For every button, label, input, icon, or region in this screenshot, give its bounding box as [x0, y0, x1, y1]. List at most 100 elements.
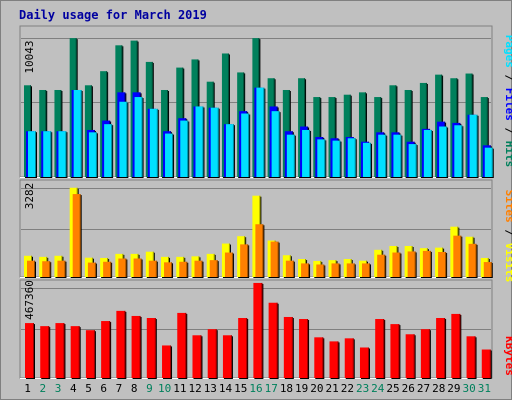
- x-label-day-13: 13: [204, 382, 217, 395]
- bar-kbytes-day-12: [192, 335, 202, 378]
- x-label-day-10: 10: [158, 382, 171, 395]
- bar-pages-day-30: [469, 114, 478, 177]
- x-label-day-29: 29: [447, 382, 460, 395]
- legend-sites-visits: Sites / Visits: [503, 190, 512, 283]
- bar-sites-day-12: [194, 260, 203, 277]
- legend-hits: Hits: [503, 141, 512, 168]
- bar-pages-day-17: [271, 111, 280, 177]
- bar-kbytes-day-13: [207, 329, 217, 378]
- bar-sites-day-11: [179, 261, 188, 277]
- bar-pages-day-5: [88, 132, 97, 177]
- x-label-day-5: 5: [85, 382, 92, 395]
- x-label-day-26: 26: [402, 382, 415, 395]
- bar-sites-day-21: [331, 263, 340, 277]
- bar-pages-day-8: [134, 97, 143, 177]
- bar-pages-day-1: [28, 131, 36, 177]
- bar-kbytes-day-1: [25, 323, 34, 378]
- bar-kbytes-day-29: [451, 313, 461, 378]
- x-label-day-2: 2: [40, 382, 47, 395]
- x-label-day-28: 28: [432, 382, 445, 395]
- bar-kbytes-day-25: [390, 324, 400, 378]
- bar-kbytes-day-28: [436, 317, 446, 378]
- bar-sites-day-31: [483, 262, 492, 277]
- x-label-day-20: 20: [310, 382, 323, 395]
- x-label-day-6: 6: [100, 382, 107, 395]
- bar-sites-day-3: [57, 260, 66, 277]
- x-label-day-17: 17: [265, 382, 278, 395]
- bar-sites-day-5: [87, 262, 96, 277]
- bar-sites-day-17: [270, 241, 279, 277]
- legend-pages-files-hits: Pages / Files / Hits: [503, 35, 512, 168]
- bar-kbytes-day-10: [162, 345, 172, 378]
- legend-sep-3: /: [503, 223, 512, 243]
- x-label-day-4: 4: [70, 382, 77, 395]
- bar-pages-day-10: [165, 133, 174, 177]
- bar-sites-day-8: [133, 258, 142, 277]
- bar-sites-day-10: [164, 262, 173, 277]
- bar-sites-day-24: [377, 254, 386, 277]
- legend-sep-2: /: [503, 121, 512, 141]
- bar-hits-day-1: [24, 85, 31, 177]
- x-label-day-9: 9: [146, 382, 153, 395]
- bar-sites-day-18: [285, 260, 294, 277]
- kbytes-ymax-label: 467360: [23, 280, 36, 320]
- x-label-day-11: 11: [173, 382, 186, 395]
- x-label-day-18: 18: [280, 382, 293, 395]
- bar-hits-day-23: [358, 92, 366, 177]
- bar-sites-day-2: [42, 261, 51, 277]
- bar-kbytes-day-11: [177, 312, 187, 378]
- bar-sites-day-6: [103, 261, 112, 277]
- bar-hits-day-21: [328, 97, 336, 177]
- x-label-day-27: 27: [417, 382, 430, 395]
- legend-sep-1: /: [503, 68, 512, 88]
- bar-kbytes-day-20: [314, 337, 324, 378]
- chart-bars: [24, 38, 494, 379]
- x-axis-day-labels: 1 2 3 4 5 6 7 8 9 10 11 12 13 14 15 16 17 18 19 20 21 22 23 24 2…: [24, 382, 491, 395]
- bar-pages-day-4: [73, 89, 82, 177]
- bar-pages-day-3: [58, 131, 67, 177]
- bar-kbytes-day-16: [253, 282, 263, 378]
- bar-pages-day-14: [225, 124, 234, 177]
- x-label-day-25: 25: [386, 382, 399, 395]
- bar-pages-day-21: [332, 140, 341, 177]
- bar-kbytes-day-27: [420, 329, 430, 378]
- bar-kbytes-day-3: [55, 323, 65, 378]
- bar-sites-day-27: [422, 250, 431, 277]
- bar-pages-day-19: [302, 129, 311, 177]
- bar-sites-day-15: [240, 244, 249, 277]
- x-label-day-23: 23: [356, 382, 369, 395]
- bar-sites-day-1: [27, 260, 35, 277]
- bar-pages-day-13: [210, 107, 219, 177]
- x-label-day-16: 16: [249, 382, 262, 395]
- bar-sites-day-19: [301, 263, 310, 277]
- bar-hits-day-26: [404, 89, 412, 177]
- bar-kbytes-day-22: [344, 338, 354, 378]
- bar-kbytes-day-5: [85, 330, 95, 378]
- bar-kbytes-day-18: [283, 316, 293, 378]
- bar-pages-day-15: [241, 113, 250, 177]
- bar-kbytes-day-21: [329, 341, 339, 378]
- legend-kbytes: KBytes: [503, 336, 512, 376]
- x-label-day-1: 1: [24, 382, 31, 395]
- bar-pages-day-11: [180, 120, 189, 177]
- bar-pages-day-28: [439, 126, 448, 177]
- bar-pages-day-12: [195, 106, 204, 177]
- bar-kbytes-day-14: [222, 335, 232, 378]
- x-label-day-31: 31: [478, 382, 491, 395]
- bar-sites-day-30: [468, 243, 477, 277]
- bar-sites-day-7: [118, 258, 127, 277]
- x-label-day-3: 3: [55, 382, 62, 395]
- bar-pages-day-24: [378, 134, 387, 177]
- x-label-day-19: 19: [295, 382, 308, 395]
- bar-pages-day-2: [43, 131, 52, 177]
- x-label-day-8: 8: [131, 382, 138, 395]
- bar-sites-day-29: [453, 235, 462, 277]
- bar-kbytes-day-8: [131, 315, 141, 378]
- bar-pages-day-7: [119, 101, 128, 177]
- legend-pages: Pages: [503, 35, 512, 68]
- bar-kbytes-day-26: [405, 334, 415, 378]
- bar-kbytes-day-4: [70, 326, 80, 378]
- bar-kbytes-day-24: [375, 319, 385, 378]
- bar-pages-day-29: [454, 125, 463, 177]
